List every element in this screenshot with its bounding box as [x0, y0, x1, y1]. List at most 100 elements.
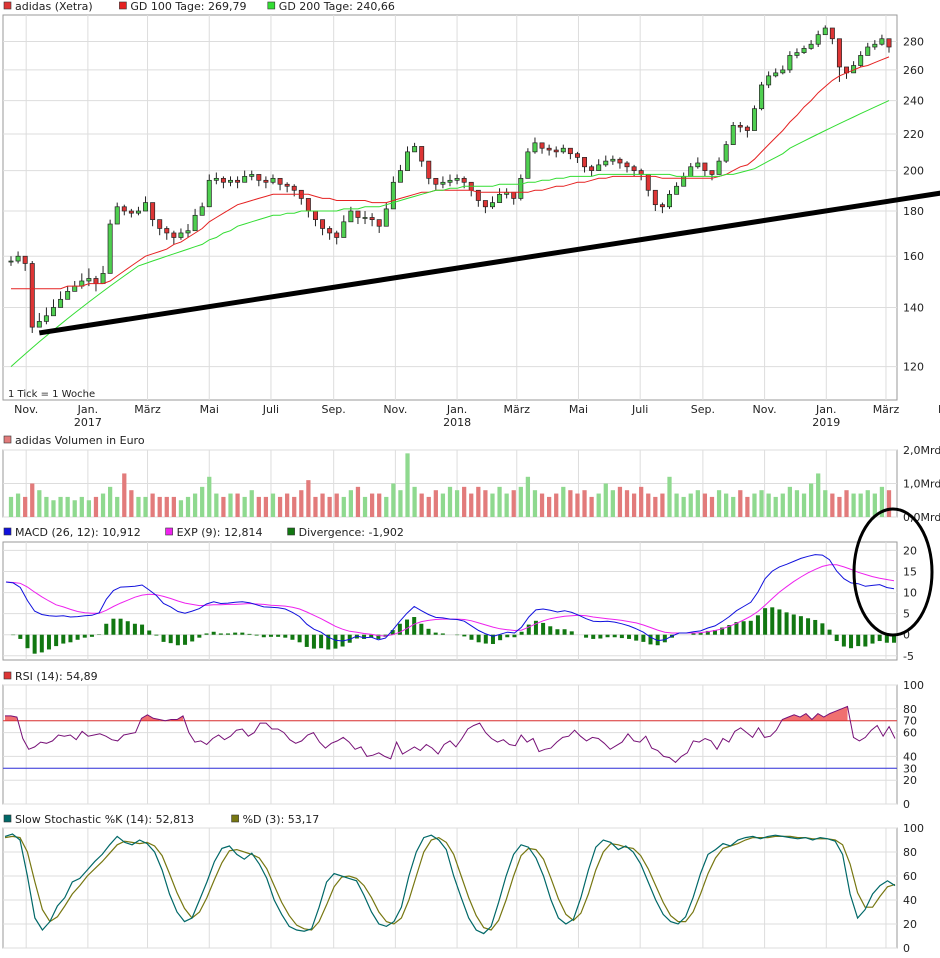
trendline: [38, 190, 940, 336]
candle-body: [497, 193, 503, 203]
divergence-bar: [870, 634, 875, 644]
ytick-label-rsi: 30: [903, 762, 917, 775]
volume-bar: [879, 486, 885, 517]
divergence-bar: [290, 634, 295, 640]
divergence-bar: [820, 623, 825, 635]
volume-bar: [327, 496, 332, 517]
volume-bar: [865, 490, 870, 517]
divergence-bar: [813, 619, 818, 635]
volume-bar: [65, 496, 70, 517]
candle-body: [22, 255, 28, 264]
volume-bar: [207, 476, 212, 517]
panel-frame-stochastic: [2, 827, 898, 949]
legend-label-macd: MACD (26, 12): 10,912: [15, 526, 141, 539]
divergence-bar: [304, 634, 309, 647]
volume-bar: [504, 493, 509, 517]
candle-body: [617, 158, 623, 164]
legend-swatch-macd: [3, 527, 12, 536]
candle-body: [801, 48, 807, 53]
candle-body: [440, 181, 446, 185]
divergence-bar: [634, 634, 639, 641]
volume-bar: [886, 490, 892, 517]
candle-body: [405, 151, 410, 171]
divergence-bar: [369, 634, 374, 638]
divergence-bar: [777, 609, 782, 635]
month-label: Juli: [631, 403, 648, 416]
candle-body: [327, 228, 333, 234]
volume-bar: [851, 493, 856, 517]
candle-body: [582, 157, 588, 168]
legend-label-rsi: RSI (14): 54,89: [15, 670, 98, 683]
volume-bar: [688, 493, 693, 517]
candle-body: [107, 223, 113, 274]
candle-body: [341, 221, 347, 238]
volume-bar: [681, 496, 686, 517]
candle-body: [596, 164, 602, 171]
volume-bar: [369, 493, 375, 517]
volume-bar: [221, 496, 226, 517]
ytick-label-macd: 10: [903, 587, 917, 600]
candle-body: [638, 170, 644, 175]
candle-body: [567, 147, 573, 155]
divergence-bar: [68, 634, 73, 643]
ytick-label-stochastic: 60: [903, 870, 917, 883]
candle-body: [433, 177, 439, 185]
candle-body: [695, 162, 701, 168]
candle-body: [490, 202, 495, 208]
legend-label-divergence: Divergence: -1,902: [299, 526, 404, 539]
divergence-bar: [197, 634, 202, 638]
volume-bar: [256, 496, 261, 517]
divergence-bar: [311, 634, 316, 649]
divergence-bar: [147, 630, 152, 635]
volume-bar: [532, 490, 538, 517]
volume-bar: [695, 490, 700, 517]
volume-bar: [214, 493, 219, 517]
volume-bar: [561, 486, 566, 517]
legend-swatch-rsi: [3, 671, 12, 680]
legend-swatch-stoch_k: [3, 814, 12, 823]
ytick-label-rsi: 0: [903, 798, 910, 811]
divergence-bar: [226, 633, 230, 635]
year-label: 2017: [74, 416, 102, 429]
divergence-bar: [111, 618, 116, 635]
volume-bar: [469, 493, 474, 517]
divergence-bar: [161, 634, 166, 642]
candle-body: [192, 214, 198, 232]
volume-bar: [405, 453, 410, 517]
volume-bar: [341, 496, 346, 517]
candle-body: [879, 38, 885, 45]
volume-bar: [433, 490, 438, 517]
candle-body: [65, 291, 71, 300]
divergence-bar: [25, 634, 30, 649]
candle-body: [29, 263, 35, 328]
ytick-label-macd: 15: [903, 566, 917, 579]
divergence-bar: [627, 634, 632, 639]
divergence-bar: [125, 621, 130, 635]
volume-bar: [667, 476, 672, 517]
legend-label-gd200: GD 200 Tage: 240,66: [279, 0, 395, 13]
panel-frame-rsi: [2, 684, 898, 805]
divergence-bar: [533, 620, 538, 635]
divergence-bar: [433, 632, 438, 635]
candle-body: [836, 38, 842, 68]
candle-body: [376, 219, 382, 227]
divergence-bar: [354, 634, 359, 639]
divergence-bar: [276, 634, 281, 637]
volume-bar: [129, 490, 134, 517]
candle-body: [723, 144, 729, 162]
month-label: März: [873, 403, 900, 416]
volume-bar: [766, 493, 771, 517]
candle-body: [532, 142, 538, 153]
volume-bar: [858, 493, 863, 517]
legend-label-volume: adidas Volumen in Euro: [15, 434, 145, 447]
volume-bar: [23, 496, 28, 517]
candle-body: [858, 55, 864, 66]
volume-bar: [568, 490, 573, 517]
candle-body: [256, 174, 262, 181]
volume-bar: [483, 490, 488, 517]
divergence-bar: [806, 618, 811, 635]
divergence-bar: [741, 621, 746, 635]
candle-body: [716, 160, 722, 175]
legend-label-exp: EXP (9): 12,814: [177, 526, 263, 539]
